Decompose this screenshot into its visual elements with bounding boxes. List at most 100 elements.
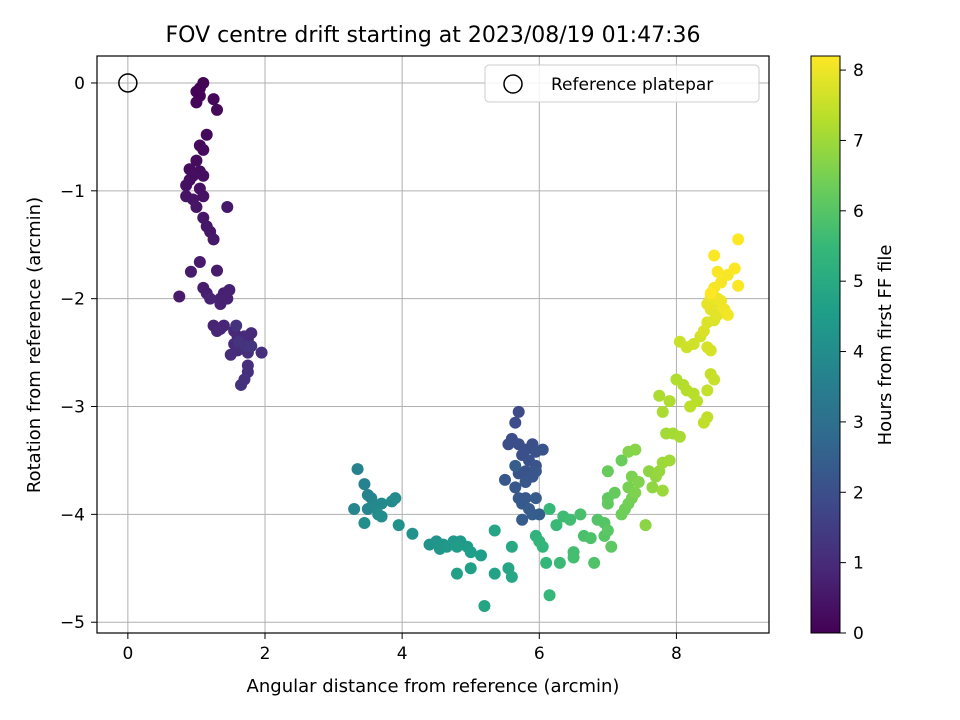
data-point	[505, 540, 518, 553]
colorbar-tick-label: 0	[853, 624, 864, 644]
data-point	[663, 454, 676, 467]
legend-marker-icon	[503, 74, 523, 94]
points-layer	[173, 76, 745, 613]
data-point	[475, 549, 487, 562]
data-point	[701, 411, 714, 424]
data-point	[653, 389, 666, 402]
legend: Reference platepar	[484, 64, 760, 103]
data-point	[732, 279, 745, 292]
y-tick-label: 0	[74, 74, 85, 94]
data-point	[180, 179, 193, 192]
data-point	[704, 344, 717, 357]
data-point	[632, 476, 645, 489]
data-point	[574, 508, 587, 521]
data-point	[509, 416, 522, 429]
data-point	[663, 395, 676, 408]
y-axis-ticks: 0 −1 −2 −3 −4 −5	[60, 74, 97, 633]
data-point	[588, 556, 601, 569]
data-point	[550, 519, 563, 532]
data-point	[564, 513, 577, 526]
legend-box	[484, 64, 760, 103]
data-point	[358, 478, 371, 491]
legend-label: Reference platepar	[551, 75, 713, 95]
data-point	[601, 497, 614, 510]
data-point	[656, 484, 669, 497]
data-point	[629, 486, 642, 499]
colorbar-label: Hours from first FF file	[875, 245, 896, 446]
data-point	[358, 516, 371, 529]
data-point	[529, 492, 542, 505]
x-tick-label: 4	[397, 644, 408, 664]
data-point	[708, 249, 721, 262]
data-point	[211, 264, 223, 277]
data-point	[193, 255, 206, 268]
data-point	[207, 93, 220, 106]
data-point	[684, 400, 697, 413]
data-point	[190, 200, 203, 213]
data-point	[567, 551, 580, 564]
data-point	[197, 169, 210, 182]
data-point	[553, 556, 566, 569]
x-tick-label: 0	[122, 644, 133, 664]
data-point	[190, 96, 203, 109]
data-point	[505, 570, 518, 583]
data-point	[540, 556, 553, 569]
colorbar-tick-label: 4	[853, 343, 864, 363]
data-point	[646, 481, 659, 494]
data-point	[615, 454, 628, 467]
data-point	[478, 600, 491, 613]
y-tick-label: −2	[60, 290, 85, 310]
y-tick-label: −5	[60, 613, 85, 633]
data-point	[601, 524, 614, 537]
plot-frame	[96, 55, 770, 634]
data-point	[533, 508, 546, 521]
data-point	[608, 486, 621, 499]
data-point	[711, 265, 724, 278]
data-point	[451, 540, 463, 553]
x-tick-label: 2	[260, 644, 271, 664]
data-point	[536, 540, 549, 553]
data-point	[245, 340, 258, 353]
data-point	[211, 103, 223, 116]
data-point	[502, 438, 515, 451]
data-point	[529, 465, 542, 478]
data-point	[190, 154, 203, 167]
data-point	[221, 292, 234, 305]
x-axis-ticks: 0 2 4 6 8	[122, 633, 682, 664]
data-point	[499, 473, 511, 486]
data-point	[721, 308, 734, 321]
data-point	[389, 492, 402, 505]
chart-title: FOV centre drift starting at 2023/08/19 …	[166, 23, 701, 48]
x-tick-label: 6	[534, 644, 545, 664]
data-point	[375, 510, 388, 523]
y-tick-label: −4	[60, 505, 85, 525]
data-point	[375, 497, 388, 510]
colorbar-tick-label: 3	[853, 413, 864, 433]
data-point	[200, 128, 213, 141]
data-point	[543, 589, 556, 602]
data-point	[584, 532, 597, 545]
data-point	[605, 540, 618, 553]
data-point	[173, 290, 186, 303]
data-point	[656, 405, 669, 418]
data-point	[464, 562, 477, 575]
data-point	[516, 513, 529, 526]
colorbar-tick-label: 1	[853, 554, 864, 574]
data-point	[732, 233, 745, 246]
data-point	[230, 319, 243, 332]
y-tick-label: −3	[60, 398, 85, 418]
data-point	[543, 502, 556, 515]
colorbar-tick-label: 7	[853, 131, 864, 151]
colorbar-gradient	[810, 55, 841, 634]
colorbar-tick-label: 6	[853, 202, 864, 222]
data-point	[639, 519, 652, 532]
x-tick-label: 8	[671, 644, 682, 664]
data-point	[728, 262, 741, 275]
colorbar-tick-label: 5	[853, 272, 864, 292]
data-point	[255, 346, 268, 359]
data-point	[351, 463, 364, 476]
reference-platepar-marker	[118, 73, 138, 93]
data-point	[221, 200, 234, 213]
